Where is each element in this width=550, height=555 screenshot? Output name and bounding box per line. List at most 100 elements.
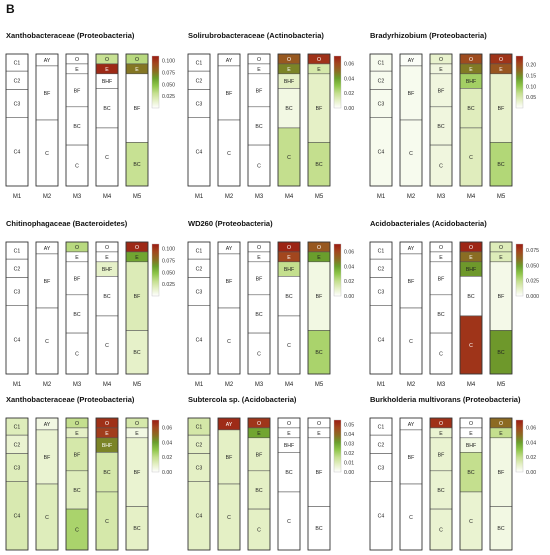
- x-tick-label: M1: [377, 382, 386, 388]
- horizon-label: C4: [14, 338, 21, 344]
- horizon-label: BHF: [466, 267, 476, 273]
- horizon-label: O: [75, 57, 79, 63]
- horizon-label: C2: [196, 266, 203, 272]
- horizon-label: BF: [316, 294, 323, 300]
- column-outline: [369, 53, 393, 187]
- horizon-label: BC: [255, 124, 262, 130]
- profile-column: OE BHF BC C: [95, 241, 119, 375]
- horizon-label: C2: [378, 266, 385, 272]
- horizon-label: C2: [196, 442, 203, 448]
- horizon-label: BC: [285, 294, 292, 300]
- profile-column: AY BF C: [217, 417, 241, 551]
- x-tick-label: M3: [73, 194, 82, 200]
- legend-tick-label: 0.02: [344, 279, 354, 285]
- horizon-label: BC: [73, 488, 80, 494]
- horizon-label: BF: [438, 88, 445, 94]
- profile-column: OE BF BC C: [247, 241, 271, 375]
- horizon-label: BHF: [102, 443, 112, 449]
- horizon-label: C: [469, 519, 473, 525]
- horizon-label: E: [499, 67, 503, 73]
- horizon-label: C4: [196, 338, 203, 344]
- column-outline: [489, 53, 513, 187]
- color-legend-bar: [515, 419, 524, 473]
- profile-column: OE BF BC: [307, 53, 331, 187]
- profile-column: AY BF C: [35, 53, 59, 187]
- horizon-label: C4: [196, 514, 203, 520]
- color-legend-bar: [333, 55, 342, 109]
- column-outline: [429, 241, 453, 375]
- horizon-label: O: [287, 245, 291, 251]
- x-tick-label: M2: [43, 382, 52, 388]
- column-outline: [399, 53, 423, 187]
- horizon-label: C3: [196, 102, 203, 108]
- profile-column: AY BF C: [217, 241, 241, 375]
- horizon-label: E: [105, 67, 109, 73]
- x-tick-label: M2: [407, 382, 416, 388]
- column-outline: [247, 417, 271, 551]
- column-outline: [459, 53, 483, 187]
- horizon-label: BC: [103, 294, 110, 300]
- horizon-label: C3: [14, 466, 21, 472]
- horizon-label: C3: [196, 290, 203, 296]
- color-legend-bar: [333, 243, 342, 297]
- profile-column: OE BF BC: [125, 53, 149, 187]
- panel-5: WD260 (Proteobacteria) C1 C2 C3 C4 M1 AY BF C M2 O…: [187, 219, 354, 388]
- x-tick-label: M1: [195, 194, 204, 200]
- horizon-label: C3: [378, 466, 385, 472]
- horizon-label: C: [257, 352, 261, 358]
- horizon-label: E: [75, 431, 79, 437]
- profile-column: C1 C2 C3 C4: [5, 53, 29, 187]
- horizon-label: O: [499, 245, 503, 251]
- profile-column: C1 C2 C3 C4: [187, 53, 211, 187]
- column-outline: [399, 417, 423, 551]
- horizon-label: C4: [196, 150, 203, 156]
- profile-column: OE BF BC: [489, 241, 513, 375]
- horizon-label: O: [439, 245, 443, 251]
- x-tick-label: M5: [133, 382, 142, 388]
- profile-column: C1 C2 C3 C4: [369, 417, 393, 551]
- legend-tick-label: 0.000: [526, 294, 539, 300]
- horizon-label: C: [439, 164, 443, 170]
- horizon-label: BHF: [466, 443, 476, 449]
- horizon-label: O: [75, 245, 79, 251]
- horizon-label: E: [105, 255, 109, 261]
- column-outline: [277, 417, 301, 551]
- panel-8: Subtercola sp. (Acidobacteria)C1C2C3C4M1…: [187, 395, 354, 551]
- panel-letter: B: [6, 2, 15, 16]
- x-tick-label: M1: [377, 194, 386, 200]
- horizon-label: E: [75, 67, 79, 73]
- column-outline: [125, 53, 149, 187]
- horizon-label: BF: [498, 106, 505, 112]
- column-outline: [307, 241, 331, 375]
- horizon-label: C: [287, 343, 291, 349]
- profile-column: C1 C2 C3 C4: [369, 241, 393, 375]
- legend-tick-label: 0.10: [526, 84, 536, 90]
- horizon-label: BC: [467, 294, 474, 300]
- x-tick-label: M3: [437, 194, 446, 200]
- horizon-label: C4: [14, 150, 21, 156]
- horizon-label: C2: [196, 78, 203, 84]
- horizon-label: BC: [437, 124, 444, 130]
- horizon-label: BF: [74, 452, 81, 458]
- horizon-label: C3: [196, 466, 203, 472]
- horizon-label: BHF: [102, 79, 112, 85]
- horizon-label: BF: [44, 91, 51, 97]
- profile-column: OE BF BC C: [65, 417, 89, 551]
- legend-tick-label: 0.06: [344, 249, 354, 255]
- column-outline: [65, 417, 89, 551]
- x-tick-label: M2: [43, 194, 52, 200]
- horizon-label: C: [409, 339, 413, 345]
- legend-tick-label: 0.06: [162, 425, 172, 431]
- horizon-label: BC: [315, 350, 322, 356]
- column-outline: [489, 241, 513, 375]
- horizon-label: BC: [255, 312, 262, 318]
- horizon-label: BF: [408, 91, 415, 97]
- horizon-label: BF: [134, 294, 141, 300]
- horizon-label: BHF: [466, 79, 476, 85]
- legend-tick-label: 0.00: [344, 470, 354, 476]
- x-tick-label: M5: [315, 382, 324, 388]
- horizon-label: E: [439, 431, 443, 437]
- horizon-label: O: [317, 57, 321, 63]
- panel-title: Acidobacteriales (Acidobacteria): [370, 219, 487, 228]
- profile-column: C1 C2 C3 C4: [369, 53, 393, 187]
